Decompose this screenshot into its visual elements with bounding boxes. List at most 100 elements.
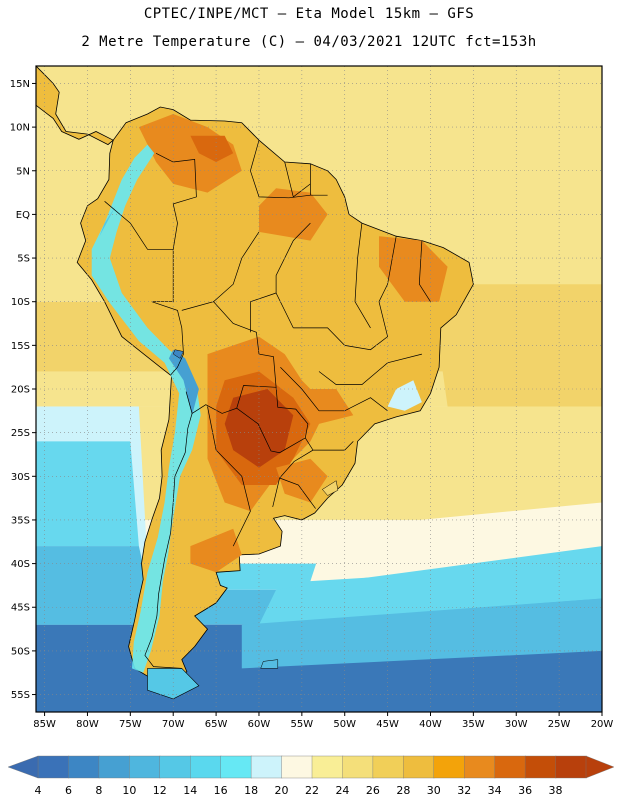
lat-label-2: 5N bbox=[16, 166, 30, 177]
colorbar-swatch-4 bbox=[159, 755, 191, 779]
border-line-13 bbox=[378, 236, 397, 302]
ecuador-highlands bbox=[99, 205, 116, 237]
border-line-10 bbox=[144, 413, 193, 669]
colorbar-label-5: 14 bbox=[183, 784, 197, 797]
border-line-20 bbox=[250, 292, 277, 333]
hot-region-llanos bbox=[138, 114, 242, 193]
lat-label-4: 5S bbox=[17, 254, 30, 265]
lat-label-7: 20S bbox=[11, 385, 30, 396]
border-line-1 bbox=[250, 140, 311, 199]
lon-label-7: 50W bbox=[333, 719, 356, 730]
chart-title-line1: CPTEC/INPE/MCT – Eta Model 15km – GFS bbox=[143, 6, 475, 22]
falkland-islands bbox=[260, 659, 279, 669]
border-line-11 bbox=[213, 231, 260, 302]
tierra-del-fuego bbox=[147, 668, 200, 700]
lon-label-12: 25W bbox=[548, 719, 571, 730]
colorbar-swatch-2 bbox=[98, 755, 131, 779]
lon-label-11: 30W bbox=[505, 719, 528, 730]
andes-cool-band bbox=[91, 144, 201, 673]
latitude-labels: 15N 10N 5N EQ 5S 10S 15S 20S 25S 30S 35S 40S 45S 50S 5… bbox=[10, 79, 36, 701]
lat-label-9: 30S bbox=[11, 472, 30, 483]
colorbar-label-16: 36 bbox=[518, 784, 532, 797]
colorbar-swatch-3 bbox=[129, 755, 161, 779]
lon-label-10: 35W bbox=[462, 719, 485, 730]
colorbar-label-15: 34 bbox=[488, 784, 502, 797]
chart-title-line2: 2 Metre Temperature (C) – 04/03/2021 12U… bbox=[81, 34, 537, 50]
colorbar-swatch-9 bbox=[311, 755, 344, 779]
colorbar-label-9: 22 bbox=[305, 784, 319, 797]
colorbar-label-1: 6 bbox=[65, 784, 72, 797]
border-line-15 bbox=[293, 301, 388, 351]
lon-label-6: 55W bbox=[291, 719, 314, 730]
colorbar-label-8: 20 bbox=[275, 784, 289, 797]
colorbar-label-11: 26 bbox=[366, 784, 380, 797]
colorbar-swatch-8 bbox=[281, 755, 313, 779]
border-line-4 bbox=[104, 201, 174, 250]
longitude-labels: 85W 80W 75W 70W 65W 60W 55W 50W 45W 40W 35W 30W 25W 2… bbox=[33, 712, 613, 730]
colorbar-swatch-5 bbox=[190, 755, 222, 779]
colorbar-label-17: 38 bbox=[549, 784, 563, 797]
map-field bbox=[36, 66, 602, 712]
lon-label-2: 75W bbox=[119, 719, 142, 730]
colorbar-label-4: 12 bbox=[153, 784, 167, 797]
lat-label-10: 35S bbox=[11, 515, 30, 526]
colorbar-swatch-12 bbox=[403, 755, 435, 779]
lat-label-0: 15N bbox=[10, 79, 30, 90]
ocean-cold-pacific bbox=[36, 546, 157, 625]
lake-titicaca bbox=[172, 349, 184, 359]
country-borders bbox=[104, 140, 431, 669]
border-line-5 bbox=[151, 249, 184, 376]
colorbar-swatch-7 bbox=[250, 755, 283, 779]
border-line-8 bbox=[272, 437, 314, 507]
colorbar-swatch-10 bbox=[342, 755, 374, 779]
colorbar-swatch-11 bbox=[372, 755, 405, 779]
lat-label-6: 15S bbox=[11, 341, 30, 352]
lon-label-8: 45W bbox=[376, 719, 399, 730]
lon-label-0: 85W bbox=[33, 719, 56, 730]
lat-label-11: 40S bbox=[11, 559, 30, 570]
colorbar-label-13: 30 bbox=[427, 784, 441, 797]
border-line-2 bbox=[284, 161, 311, 198]
colorbar-low-arrow bbox=[7, 755, 39, 779]
lon-label-3: 70W bbox=[162, 719, 185, 730]
colorbar-label-0: 4 bbox=[35, 784, 42, 797]
border-line-14 bbox=[418, 240, 431, 302]
brazil-highlands bbox=[387, 380, 422, 411]
colorbar-swatch-6 bbox=[220, 755, 252, 779]
border-line-21 bbox=[275, 222, 311, 329]
border-line-22 bbox=[207, 406, 251, 547]
colorbar-label-14: 32 bbox=[457, 784, 471, 797]
hot-region-northeast bbox=[379, 236, 448, 302]
border-line-9 bbox=[279, 477, 316, 509]
colorbar-swatch-17 bbox=[555, 755, 587, 779]
colorbar: 4 6 8 10 12 14 16 18 20 22 24 26 28 30 32 34 36 38 bbox=[7, 755, 615, 797]
ocean-mid-atlantic bbox=[241, 598, 602, 669]
lon-label-13: 20W bbox=[591, 719, 614, 730]
border-line-17 bbox=[319, 397, 388, 412]
colorbar-label-6: 16 bbox=[214, 784, 228, 797]
colorbar-label-7: 18 bbox=[244, 784, 258, 797]
lon-label-5: 60W bbox=[248, 719, 271, 730]
lat-label-13: 50S bbox=[11, 646, 30, 657]
hotter-region-orinoco bbox=[190, 135, 234, 162]
lon-label-1: 80W bbox=[76, 719, 99, 730]
colorbar-swatch-15 bbox=[494, 755, 526, 779]
lat-label-8: 25S bbox=[11, 428, 30, 439]
colorbar-swatch-0 bbox=[37, 755, 70, 779]
colorbar-swatch-13 bbox=[433, 755, 465, 779]
border-line-12 bbox=[354, 223, 371, 329]
lon-label-9: 40W bbox=[419, 719, 442, 730]
colorbar-label-12: 28 bbox=[396, 784, 410, 797]
lat-label-1: 10N bbox=[10, 123, 30, 134]
colorbar-high-arrow bbox=[585, 755, 615, 779]
hottest-region-core bbox=[224, 389, 294, 468]
colorbar-swatch-16 bbox=[524, 755, 557, 779]
colorbar-label-10: 24 bbox=[335, 784, 349, 797]
border-line-3 bbox=[310, 163, 328, 196]
ocean-colder-pacific bbox=[36, 441, 139, 547]
altiplano-cold bbox=[168, 349, 199, 416]
colorbar-swatch-1 bbox=[68, 755, 100, 779]
colorbar-label-2: 8 bbox=[95, 784, 102, 797]
border-line-16 bbox=[318, 353, 422, 385]
